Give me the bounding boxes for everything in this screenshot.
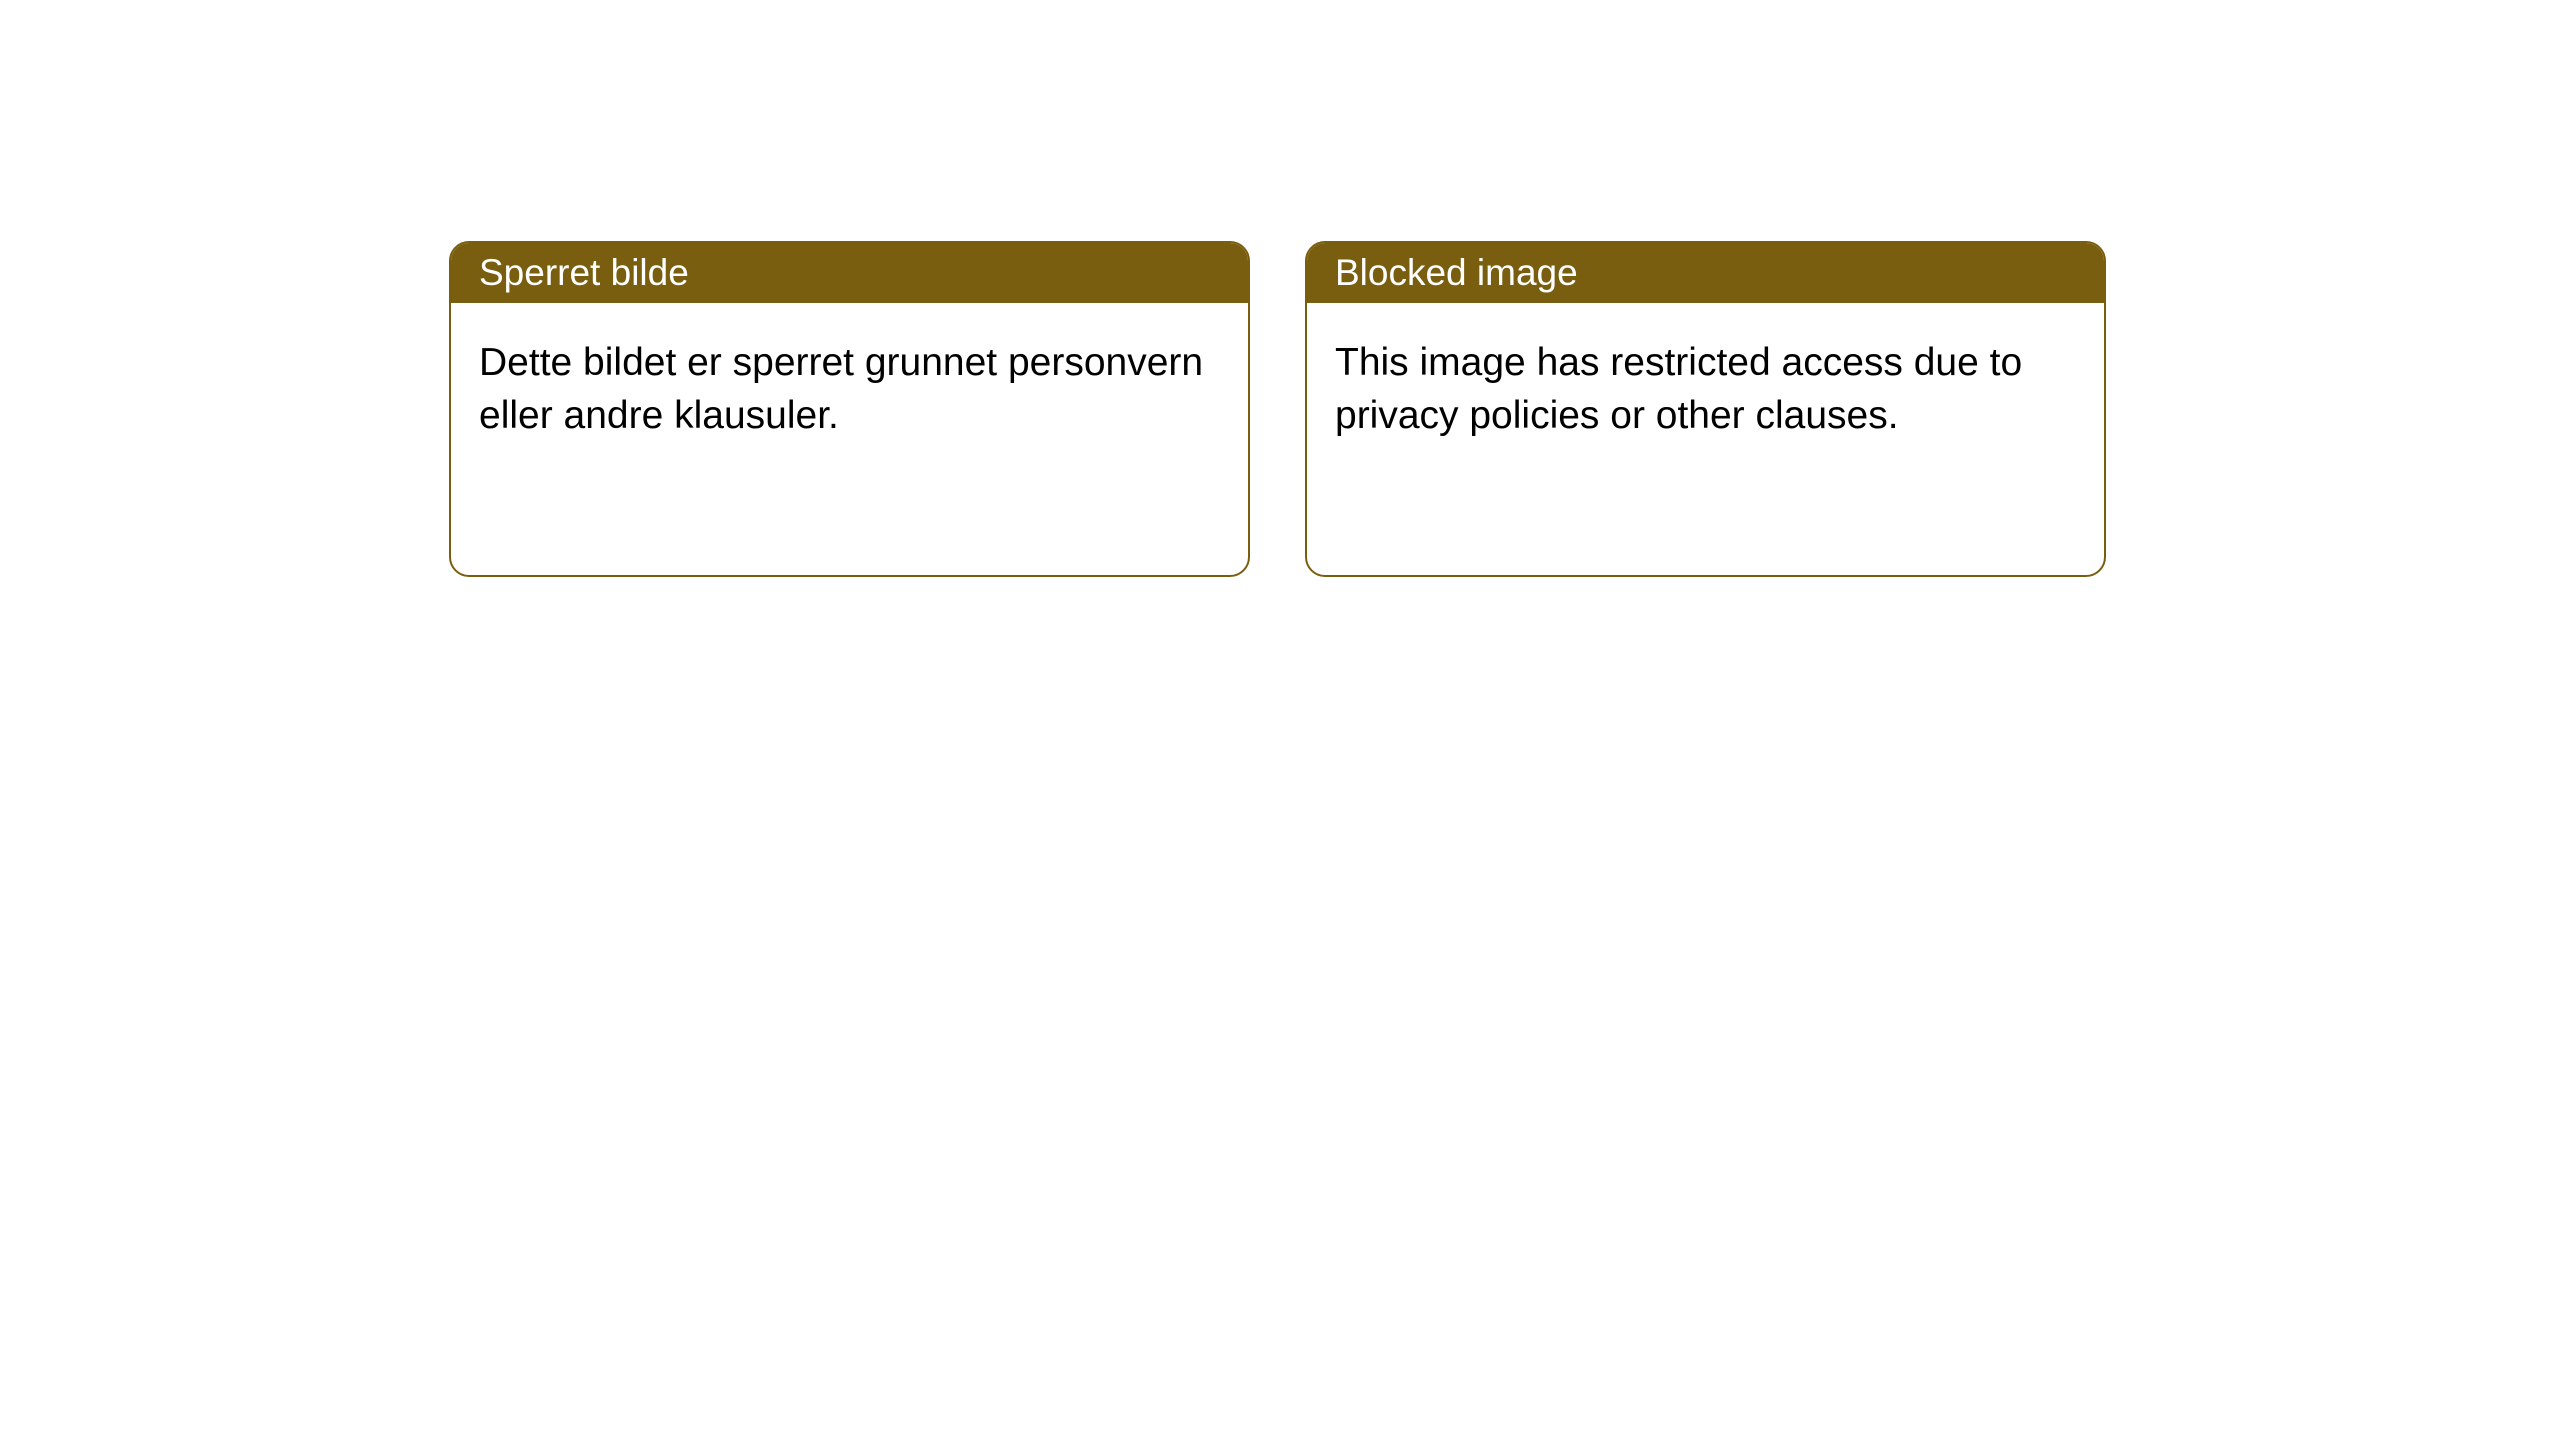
notice-cards-container: Sperret bilde Dette bildet er sperret gr… [0, 0, 2560, 577]
card-header: Blocked image [1307, 243, 2104, 303]
card-body: This image has restricted access due to … [1307, 303, 2104, 476]
card-title: Blocked image [1335, 252, 1578, 294]
notice-card-english: Blocked image This image has restricted … [1305, 241, 2106, 577]
card-header: Sperret bilde [451, 243, 1248, 303]
card-text: Dette bildet er sperret grunnet personve… [479, 341, 1203, 437]
card-text: This image has restricted access due to … [1335, 341, 2022, 437]
notice-card-norwegian: Sperret bilde Dette bildet er sperret gr… [449, 241, 1250, 577]
card-body: Dette bildet er sperret grunnet personve… [451, 303, 1248, 476]
card-title: Sperret bilde [479, 252, 689, 294]
